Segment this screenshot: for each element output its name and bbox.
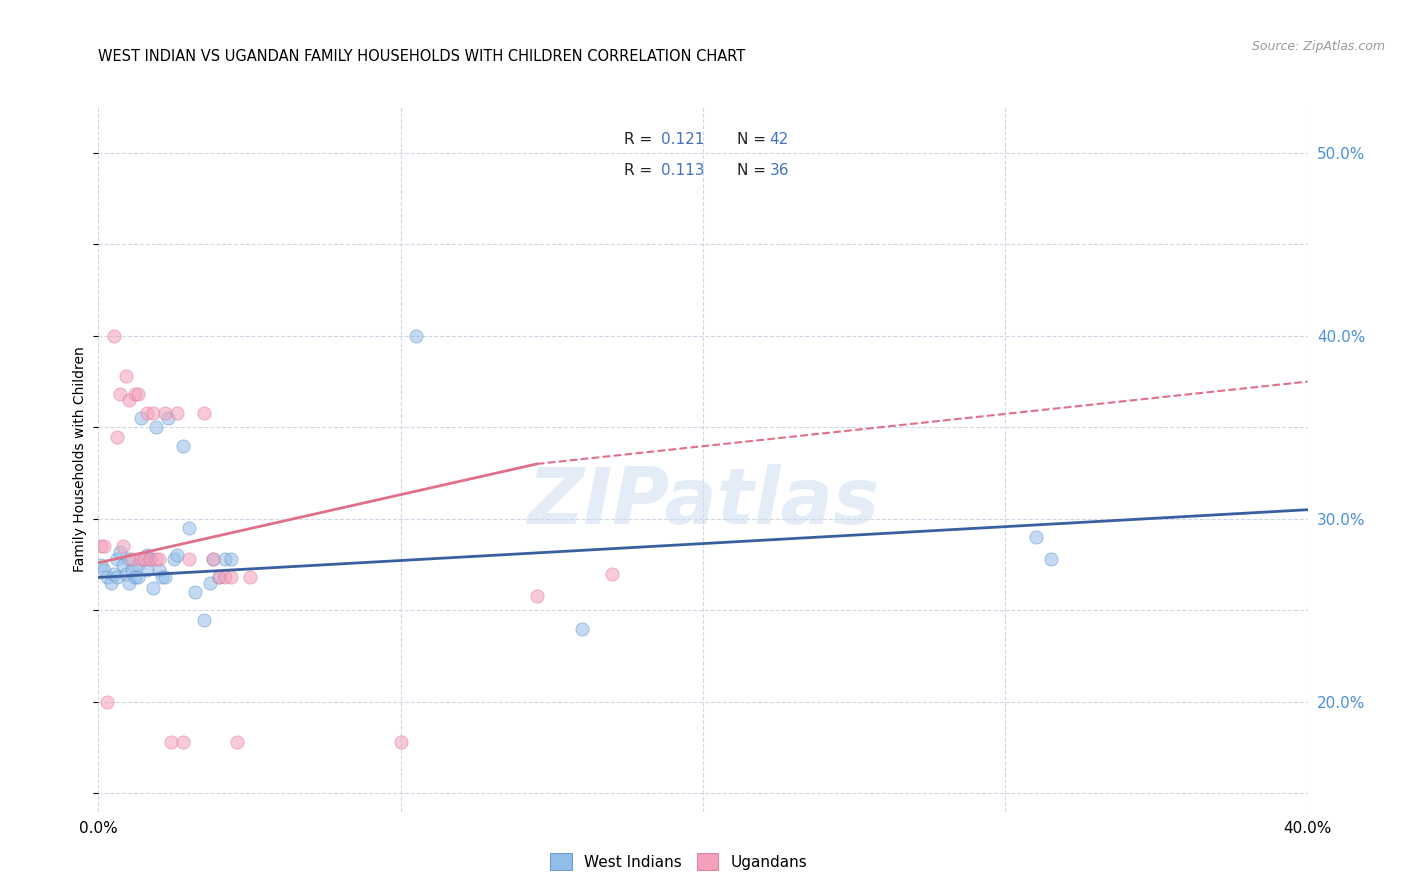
Text: ZIPatlas: ZIPatlas bbox=[527, 464, 879, 540]
Point bbox=[571, 622, 593, 636]
Point bbox=[184, 585, 207, 599]
Point bbox=[156, 411, 179, 425]
Point bbox=[103, 328, 125, 343]
Point bbox=[132, 552, 155, 566]
Point bbox=[526, 589, 548, 603]
Point bbox=[139, 552, 162, 566]
Point bbox=[145, 420, 167, 434]
Point bbox=[121, 552, 143, 566]
Point bbox=[150, 570, 173, 584]
Point bbox=[93, 563, 115, 577]
Point bbox=[172, 439, 194, 453]
Point bbox=[111, 539, 134, 553]
Point bbox=[179, 521, 201, 535]
Point bbox=[142, 406, 165, 420]
Point bbox=[389, 735, 412, 749]
Point bbox=[127, 570, 149, 584]
Point bbox=[179, 552, 201, 566]
Point bbox=[193, 406, 215, 420]
Point bbox=[1039, 552, 1062, 566]
Point bbox=[145, 552, 167, 566]
Y-axis label: Family Households with Children: Family Households with Children bbox=[73, 346, 87, 573]
Point bbox=[121, 563, 143, 577]
Point bbox=[127, 558, 149, 572]
Point bbox=[103, 566, 125, 581]
Point bbox=[111, 558, 134, 572]
Point bbox=[153, 406, 176, 420]
Point bbox=[405, 328, 427, 343]
Point bbox=[105, 570, 128, 584]
Point bbox=[202, 552, 225, 566]
Point bbox=[105, 429, 128, 443]
Point bbox=[93, 539, 115, 553]
Point bbox=[105, 552, 128, 566]
Point bbox=[135, 406, 157, 420]
Point bbox=[214, 552, 236, 566]
Point bbox=[100, 576, 122, 591]
Text: WEST INDIAN VS UGANDAN FAMILY HOUSEHOLDS WITH CHILDREN CORRELATION CHART: WEST INDIAN VS UGANDAN FAMILY HOUSEHOLDS… bbox=[98, 49, 745, 64]
Point bbox=[118, 576, 141, 591]
Point bbox=[114, 566, 136, 581]
Point bbox=[129, 411, 152, 425]
Point bbox=[96, 570, 118, 584]
Point bbox=[148, 552, 170, 566]
Point bbox=[108, 387, 131, 401]
Point bbox=[118, 392, 141, 407]
Text: N =: N = bbox=[737, 132, 770, 147]
Point bbox=[226, 735, 249, 749]
Point bbox=[200, 576, 222, 591]
Text: 0.121: 0.121 bbox=[661, 132, 704, 147]
Point bbox=[90, 539, 112, 553]
Text: Source: ZipAtlas.com: Source: ZipAtlas.com bbox=[1251, 40, 1385, 54]
Point bbox=[129, 552, 152, 566]
Point bbox=[148, 563, 170, 577]
Point bbox=[172, 735, 194, 749]
Text: R =: R = bbox=[624, 163, 658, 178]
Point bbox=[135, 549, 157, 563]
Point bbox=[214, 570, 236, 584]
Point bbox=[602, 566, 624, 581]
Point bbox=[118, 552, 141, 566]
Text: 0.113: 0.113 bbox=[661, 163, 704, 178]
Point bbox=[163, 552, 186, 566]
Point bbox=[166, 406, 188, 420]
Point bbox=[108, 545, 131, 559]
Point bbox=[202, 552, 225, 566]
Point bbox=[208, 570, 231, 584]
Point bbox=[124, 387, 146, 401]
Point bbox=[114, 369, 136, 384]
Point bbox=[221, 570, 243, 584]
Point bbox=[135, 563, 157, 577]
Text: R =: R = bbox=[624, 132, 658, 147]
Point bbox=[1024, 530, 1046, 544]
Text: 36: 36 bbox=[769, 163, 789, 178]
Point bbox=[142, 582, 165, 596]
Point bbox=[208, 570, 231, 584]
Point bbox=[239, 570, 262, 584]
Legend: West Indians, Ugandans: West Indians, Ugandans bbox=[543, 845, 815, 878]
Point bbox=[96, 695, 118, 709]
Text: 42: 42 bbox=[769, 132, 789, 147]
Point bbox=[160, 735, 183, 749]
Point bbox=[132, 552, 155, 566]
Point bbox=[166, 549, 188, 563]
Point bbox=[139, 552, 162, 566]
Point bbox=[90, 558, 112, 572]
Point bbox=[193, 613, 215, 627]
Point bbox=[153, 570, 176, 584]
Point bbox=[124, 570, 146, 584]
Point bbox=[221, 552, 243, 566]
Point bbox=[127, 387, 149, 401]
Text: N =: N = bbox=[737, 163, 770, 178]
